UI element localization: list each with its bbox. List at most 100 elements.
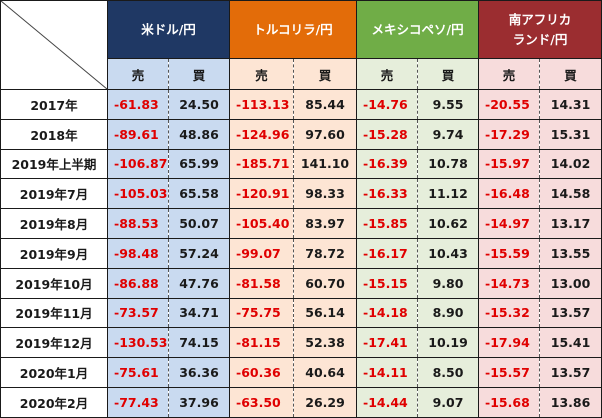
sell-value-try: -113.13	[229, 89, 295, 120]
sell-value-usd: -86.88	[107, 267, 169, 299]
sell-value-mxn: -14.11	[356, 357, 419, 388]
sell-value-mxn: -14.76	[356, 89, 419, 120]
header-zar-jpy-line2: ランド/円	[512, 31, 568, 47]
period-label: 2019年12月	[0, 327, 108, 359]
sell-value-mxn: -17.41	[356, 327, 419, 359]
sell-value-mxn: -14.44	[356, 386, 419, 418]
buy-value-try: 52.38	[293, 327, 358, 359]
period-label: 2019年9月	[0, 237, 108, 269]
buy-value-try: 97.60	[293, 118, 358, 150]
sell-value-try: -124.96	[229, 118, 295, 150]
buy-value-mxn: 10.78	[417, 148, 480, 180]
period-label: 2020年1月	[0, 357, 108, 388]
subheader-buy-usd: 買	[167, 58, 231, 90]
buy-value-zar: 14.31	[539, 89, 602, 120]
sell-value-try: -105.40	[229, 208, 295, 239]
buy-value-zar: 13.57	[539, 357, 602, 388]
table-row: 2019年9月 -98.48 57.24 -99.07 78.72 -16.17 10.43…	[0, 237, 602, 269]
table-row: 2019年上半期 -106.87 65.99 -185.71 141.10 -16.39 1…	[0, 148, 602, 180]
buy-value-usd: 47.76	[167, 267, 231, 299]
buy-value-zar: 13.57	[539, 297, 602, 329]
sell-value-mxn: -15.28	[356, 118, 419, 150]
buy-value-mxn: 8.90	[417, 297, 480, 329]
buy-value-mxn: 10.43	[417, 237, 480, 269]
period-label: 2019年10月	[0, 267, 108, 299]
buy-value-mxn: 9.74	[417, 118, 480, 150]
sell-value-zar: -15.97	[478, 148, 541, 180]
buy-value-mxn: 8.50	[417, 357, 480, 388]
buy-value-try: 141.10	[293, 148, 358, 180]
table-row: 2019年8月 -88.53 50.07 -105.40 83.97 -15.85 10.6…	[0, 208, 602, 239]
buy-value-try: 56.14	[293, 297, 358, 329]
sell-value-usd: -77.43	[107, 386, 169, 418]
buy-value-usd: 48.86	[167, 118, 231, 150]
subheader-sell-usd: 売	[107, 58, 169, 90]
buy-value-usd: 37.96	[167, 386, 231, 418]
period-label: 2019年上半期	[0, 148, 108, 180]
diagonal-line	[1, 1, 107, 89]
header-usd-jpy: 米ドル/円	[106, 0, 231, 59]
sell-value-zar: -17.29	[478, 118, 541, 150]
table-row: 2020年2月 -77.43 37.96 -63.50 26.29 -14.44 9.07-…	[0, 386, 602, 418]
buy-value-usd: 50.07	[167, 208, 231, 239]
sell-value-usd: -73.57	[107, 297, 169, 329]
buy-value-zar: 13.17	[539, 208, 602, 239]
period-label: 2019年7月	[0, 178, 108, 210]
period-label: 2017年	[0, 89, 108, 120]
sell-value-try: -63.50	[229, 386, 295, 418]
sell-value-usd: -88.53	[107, 208, 169, 239]
buy-value-mxn: 9.07	[417, 386, 480, 418]
header-mxn-jpy: メキシコペソ/円	[356, 0, 480, 59]
buy-value-mxn: 11.12	[417, 178, 480, 210]
sell-value-zar: -16.48	[478, 178, 541, 210]
table-row: 2019年11月 -73.57 34.71 -75.75 56.14 -14.18 8.90…	[0, 297, 602, 329]
buy-value-mxn: 10.62	[417, 208, 480, 239]
sell-value-mxn: -16.33	[356, 178, 419, 210]
buy-value-usd: 34.71	[167, 297, 231, 329]
subheader-sell-try: 売	[229, 58, 295, 90]
sell-value-mxn: -14.18	[356, 297, 419, 329]
buy-value-zar: 15.31	[539, 118, 602, 150]
sell-value-try: -60.36	[229, 357, 295, 388]
buy-value-try: 98.33	[293, 178, 358, 210]
sell-value-try: -120.91	[229, 178, 295, 210]
buy-value-try: 60.70	[293, 267, 358, 299]
sell-value-usd: -105.03	[107, 178, 169, 210]
buy-value-try: 78.72	[293, 237, 358, 269]
sell-value-mxn: -16.39	[356, 148, 419, 180]
sell-value-zar: -15.32	[478, 297, 541, 329]
sell-value-usd: -130.53	[107, 327, 169, 359]
header-try-jpy: トルコリラ/円	[229, 0, 358, 59]
buy-value-zar: 14.02	[539, 148, 602, 180]
period-label: 2019年11月	[0, 297, 108, 329]
subheader-sell-zar: 売	[478, 58, 541, 90]
sell-value-try: -185.71	[229, 148, 295, 180]
sell-value-mxn: -16.17	[356, 237, 419, 269]
buy-value-zar: 13.55	[539, 237, 602, 269]
sell-value-mxn: -15.15	[356, 267, 419, 299]
buy-value-usd: 65.99	[167, 148, 231, 180]
period-label: 2018年	[0, 118, 108, 150]
subheader-buy-try: 買	[293, 58, 358, 90]
buy-value-try: 83.97	[293, 208, 358, 239]
sell-value-usd: -61.83	[107, 89, 169, 120]
sell-value-try: -75.75	[229, 297, 295, 329]
buy-value-usd: 65.58	[167, 178, 231, 210]
buy-value-try: 85.44	[293, 89, 358, 120]
subheader-buy-zar: 買	[539, 58, 602, 90]
subheader-sell-mxn: 売	[356, 58, 419, 90]
buy-value-mxn: 9.80	[417, 267, 480, 299]
sell-value-zar: -20.55	[478, 89, 541, 120]
sell-value-zar: -14.73	[478, 267, 541, 299]
sell-value-zar: -14.97	[478, 208, 541, 239]
subheader-buy-mxn: 買	[417, 58, 480, 90]
buy-value-try: 26.29	[293, 386, 358, 418]
table-row: 2018年 -89.61 48.86 -124.96 97.60 -15.28 9.74 -1…	[0, 118, 602, 150]
sell-value-usd: -75.61	[107, 357, 169, 388]
sell-value-usd: -89.61	[107, 118, 169, 150]
sell-value-zar: -15.57	[478, 357, 541, 388]
buy-value-zar: 14.58	[539, 178, 602, 210]
buy-value-zar: 15.41	[539, 327, 602, 359]
buy-value-usd: 57.24	[167, 237, 231, 269]
